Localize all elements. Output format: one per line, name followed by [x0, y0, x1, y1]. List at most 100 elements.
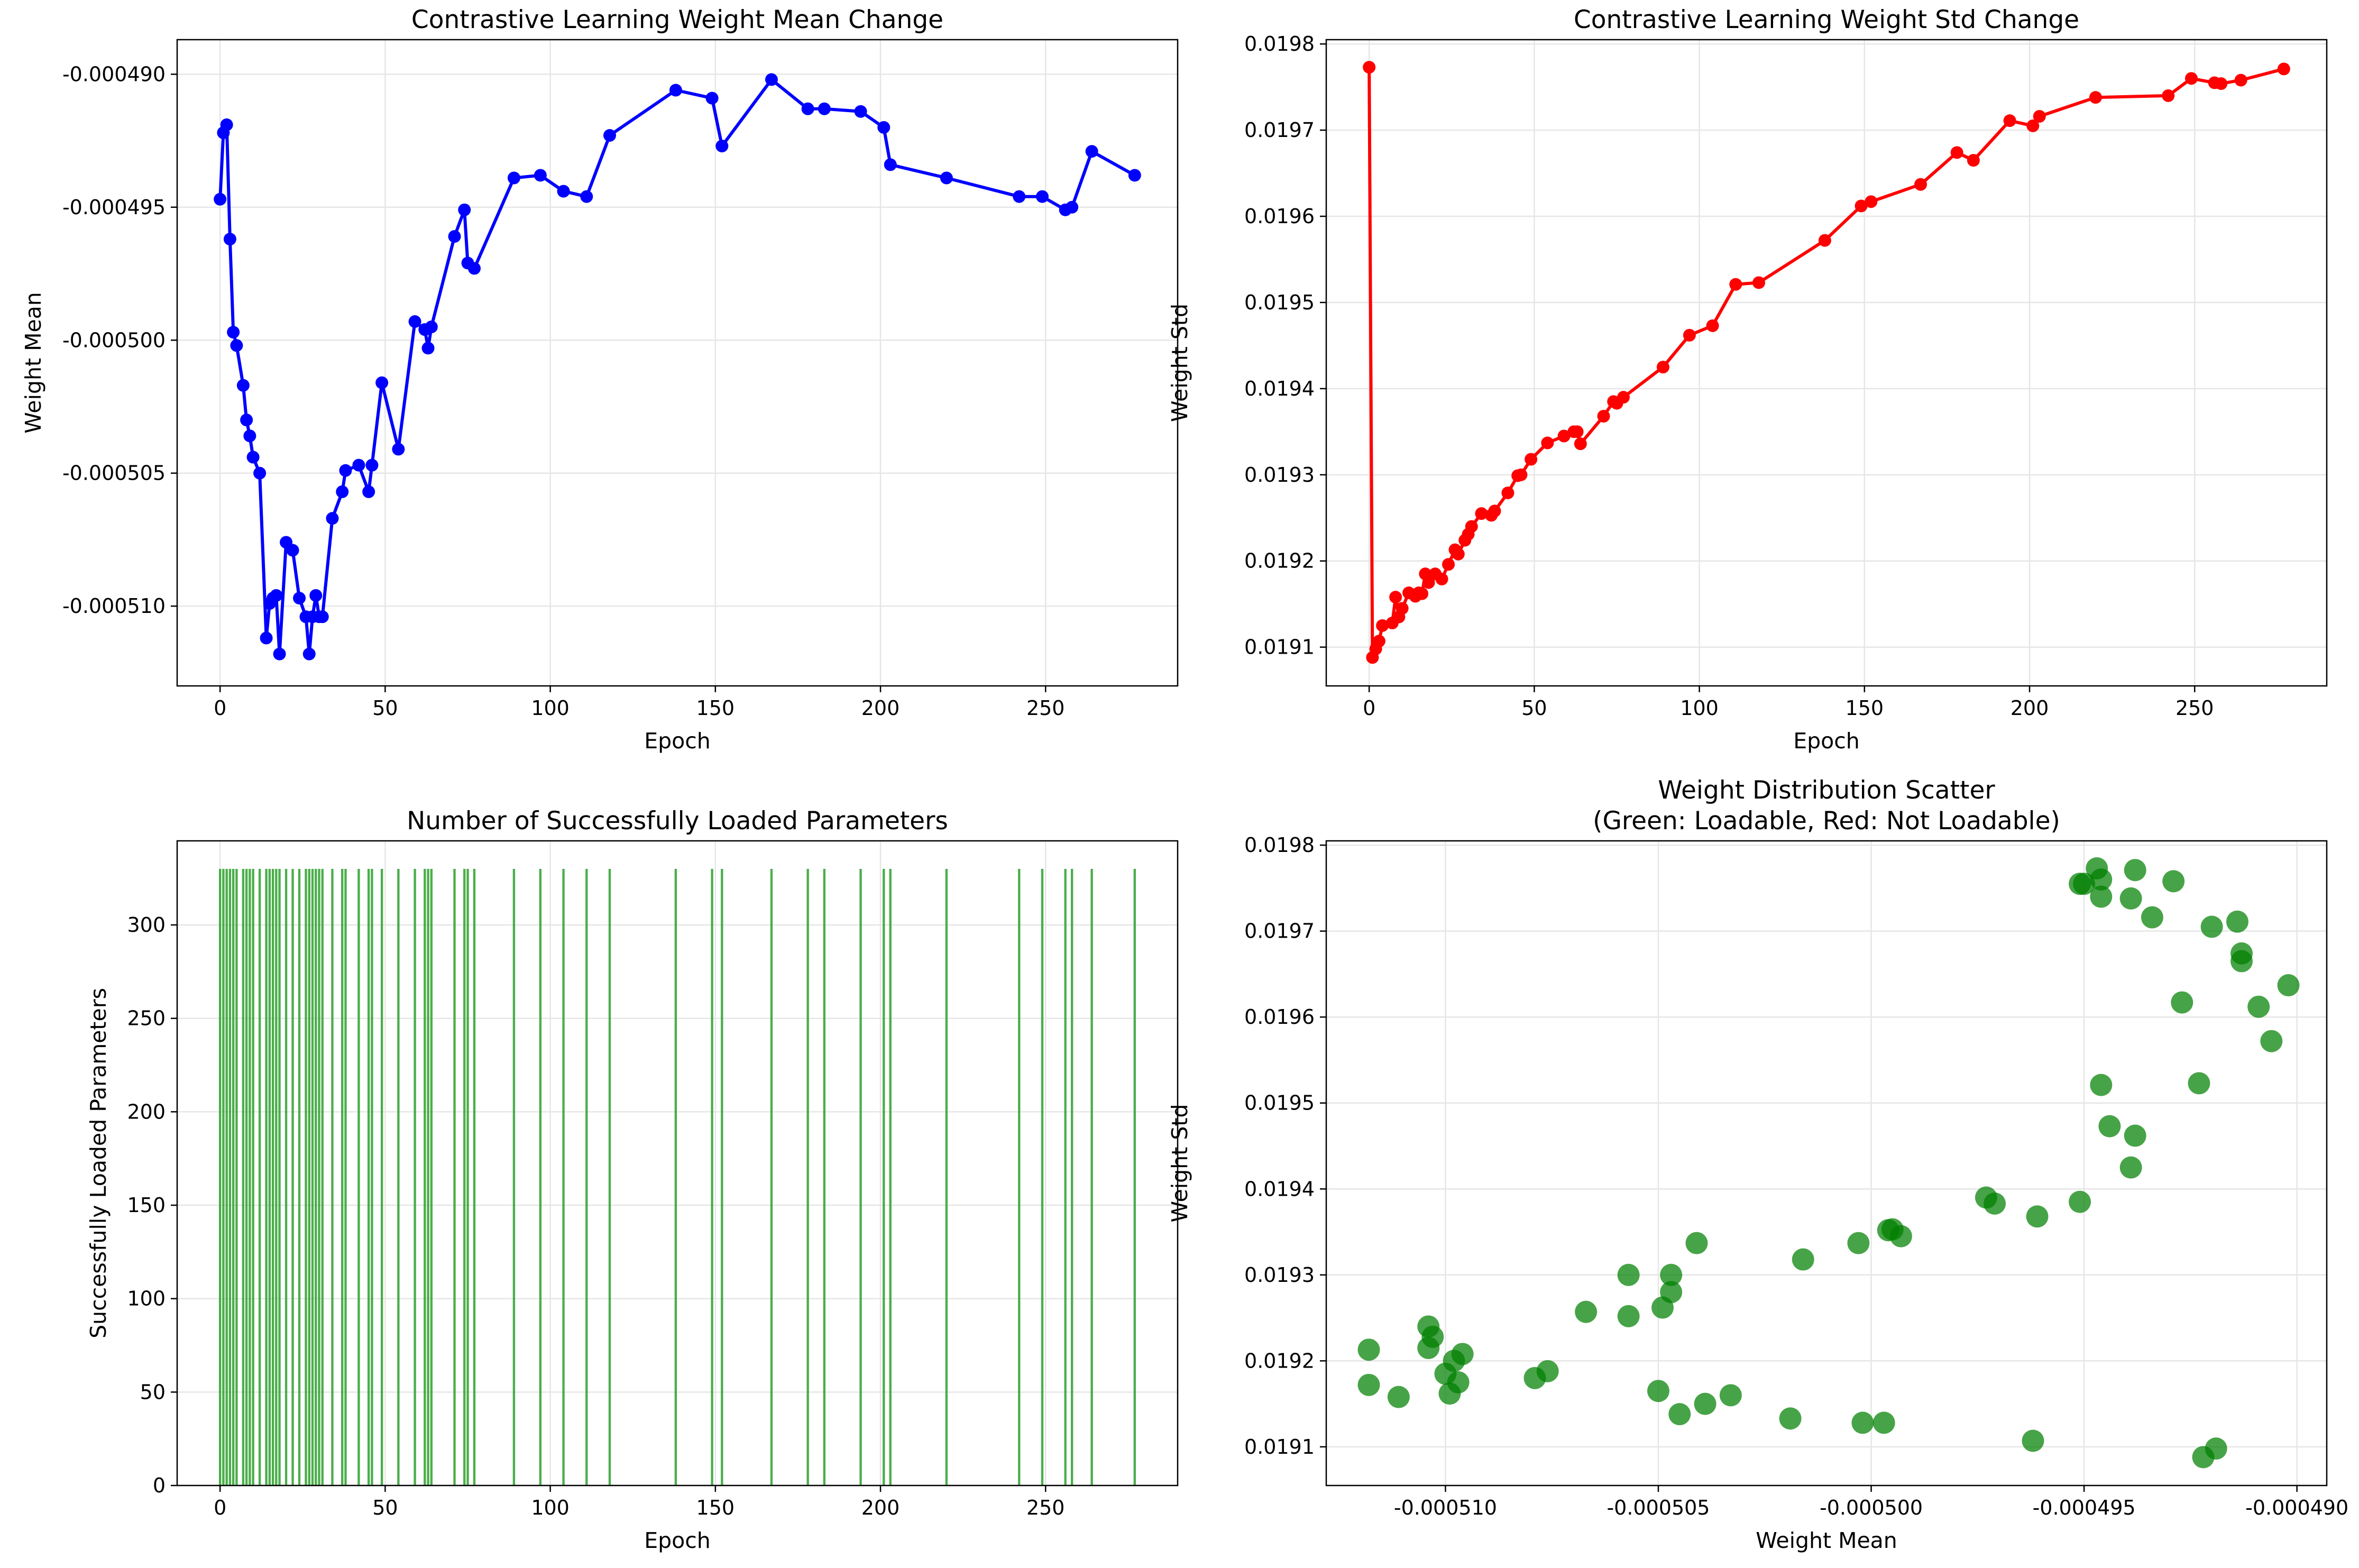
chart-title: Number of Successfully Loaded Parameters [407, 806, 948, 836]
x-axis-ticks: -0.000510 -0.000505 -0.000500 -0.000495 -0.0… [1394, 1486, 2348, 1519]
scatter-point [1889, 1225, 1912, 1248]
data-point [1571, 425, 1584, 438]
x-tick-label: 100 [531, 696, 570, 720]
x-tick-label: 0 [214, 1496, 226, 1519]
data-point [316, 610, 329, 623]
data-point [1422, 576, 1435, 589]
bar [284, 869, 288, 1486]
data-point [2003, 114, 2016, 127]
bar [562, 869, 565, 1486]
bar [674, 869, 677, 1486]
scatter-point [1668, 1403, 1691, 1426]
x-tick-label: 200 [861, 1496, 900, 1519]
scatter-point [1617, 1305, 1640, 1327]
y-tick-label: 50 [140, 1380, 166, 1404]
bar [228, 869, 232, 1486]
scatter-point [1357, 1373, 1380, 1396]
data-point [1525, 453, 1538, 466]
data-point [214, 192, 227, 206]
data-point [392, 443, 405, 456]
data-point [1475, 507, 1488, 520]
data-point [2234, 74, 2247, 87]
data-point [2162, 89, 2175, 102]
x-axis-ticks: 0 50 100 150 200 250 [214, 686, 1064, 720]
y-axis-label: Weight Mean [21, 292, 46, 434]
bar [331, 869, 334, 1486]
data-point [1376, 619, 1389, 632]
y-tick-label: -0.000505 [62, 462, 166, 485]
plot-frame [176, 39, 1179, 687]
scatter-point [2073, 873, 2096, 895]
bar [278, 869, 281, 1486]
data-point [818, 102, 831, 115]
bar [823, 869, 826, 1486]
scatter-point [2090, 885, 2113, 908]
bar [305, 869, 307, 1486]
scatter-point [2162, 870, 2185, 893]
data-point [1416, 587, 1429, 600]
y-tick-label: 200 [127, 1100, 166, 1123]
x-tick-label: 150 [1846, 696, 1884, 720]
bar [308, 869, 310, 1486]
gridlines [177, 841, 1178, 1487]
chart-subtitle: (Green: Loadable, Red: Not Loadable) [1593, 806, 2060, 836]
x-tick-label: 150 [696, 1496, 735, 1519]
y-axis-label: Weight Std [1167, 1104, 1192, 1223]
y-axis-label: Weight Std [1167, 304, 1192, 422]
data-point [1617, 391, 1630, 404]
bar [1133, 869, 1136, 1486]
data-point [705, 91, 719, 105]
scatter-point [1451, 1343, 1474, 1365]
x-axis-label: Epoch [644, 728, 711, 754]
scatter-point [2188, 1072, 2210, 1095]
x-axis-label: Epoch [644, 1528, 711, 1553]
scatter-point [2069, 1190, 2091, 1213]
data-marks [218, 869, 1136, 1486]
data-point [1865, 195, 1878, 208]
bar [414, 869, 416, 1486]
data-point [884, 158, 897, 171]
y-tick-label: 0.0191 [1244, 1435, 1315, 1459]
data-point [1465, 520, 1478, 533]
data-point [2215, 77, 2228, 90]
bar [427, 869, 429, 1486]
x-tick-label: 250 [1026, 1496, 1065, 1519]
scatter-point [2230, 950, 2253, 973]
scatter-point [2171, 991, 2193, 1014]
x-tick-label: 200 [861, 696, 900, 720]
data-point [1452, 547, 1465, 561]
bar [252, 869, 254, 1486]
scatter-point [1779, 1407, 1802, 1430]
x-axis-ticks: 0 50 100 150 200 250 [214, 1486, 1064, 1519]
data-point [2277, 62, 2290, 76]
data-point [448, 230, 461, 243]
data-point [302, 647, 316, 661]
bar [1070, 869, 1073, 1486]
data-point [1442, 558, 1455, 571]
y-tick-label: 0.0194 [1244, 1177, 1315, 1200]
data-point [765, 73, 778, 86]
weight-mean-chart: 0 50 100 150 200 250 -0.000490 -0.000495 -0.0005… [21, 5, 1179, 754]
x-tick-label: -0.000505 [1607, 1496, 1710, 1519]
data-point [223, 233, 236, 246]
series-line [1367, 67, 2284, 659]
scatter-point [1694, 1392, 1717, 1415]
bar [473, 869, 476, 1486]
gridlines [1326, 841, 2327, 1486]
bar [258, 869, 261, 1486]
bar [245, 869, 248, 1486]
weight-std-chart: 0 50 100 150 200 2500.01910.01920.01930.01940… [1167, 5, 2328, 754]
data-point [1914, 178, 1927, 191]
data-point [1035, 190, 1049, 203]
data-point [1597, 410, 1610, 423]
plot-frame [1325, 840, 2328, 1487]
x-tick-label: -0.000495 [2033, 1496, 2136, 1519]
bar [463, 869, 466, 1486]
scatter-point [2124, 1124, 2146, 1147]
data-point [336, 485, 349, 498]
scatter-point [1536, 1360, 1559, 1382]
y-axis-ticks: 0.0191 0.0192 0.0193 0.0194 0.0195 0.0196 0.01… [1244, 32, 1326, 659]
data-point [227, 326, 240, 339]
bar [859, 869, 862, 1486]
